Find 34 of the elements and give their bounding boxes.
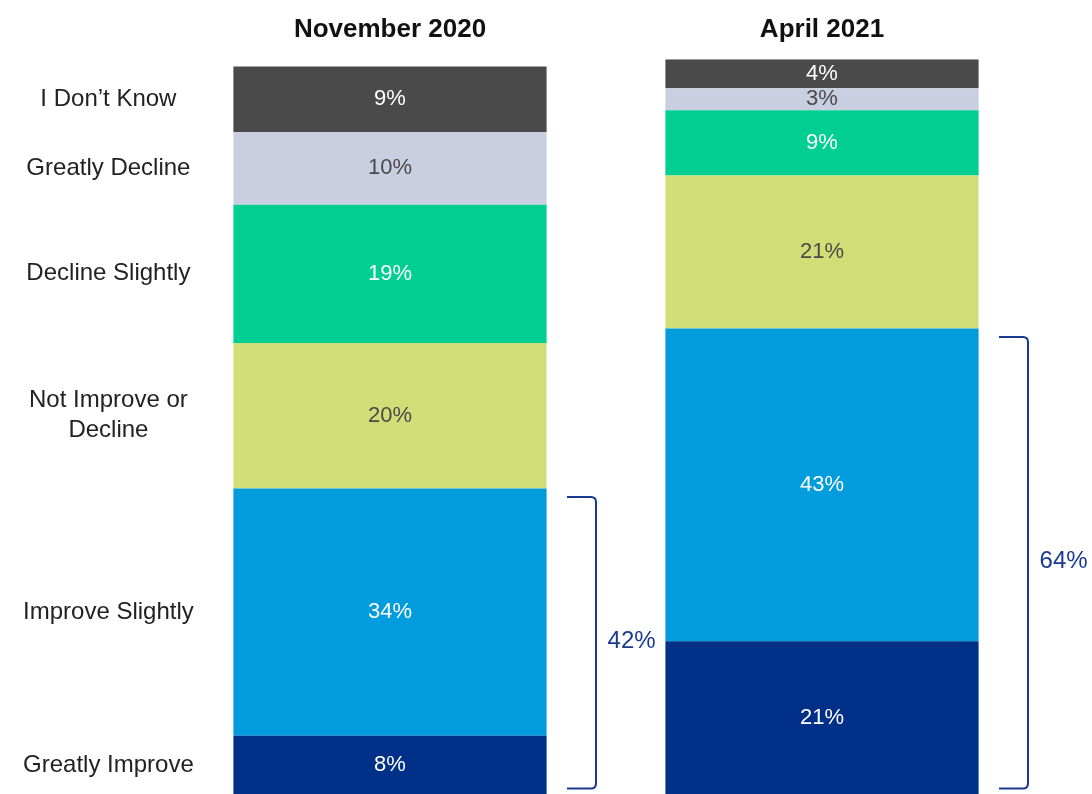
data-label: 3% xyxy=(806,85,838,111)
data-label: 21% xyxy=(799,703,845,729)
bar xyxy=(233,735,547,794)
data-label: 19% xyxy=(367,259,413,285)
data-label: 9% xyxy=(806,128,838,154)
bar xyxy=(665,88,979,111)
series-label: Greatly Improve xyxy=(23,749,194,777)
series-label: Not Improve or Decline xyxy=(29,385,188,443)
bar xyxy=(233,204,547,343)
series-label: Improve Slightly xyxy=(23,596,194,624)
bar xyxy=(233,342,547,489)
bar xyxy=(665,110,979,176)
series-label: Decline Slightly xyxy=(26,258,191,286)
data-label: 34% xyxy=(367,598,413,624)
bar xyxy=(665,175,979,329)
data-label: 43% xyxy=(799,470,845,496)
bar xyxy=(665,59,979,89)
bar xyxy=(665,328,979,642)
bar xyxy=(665,641,979,794)
data-label: 8% xyxy=(374,750,406,776)
data-label: 9% xyxy=(374,85,406,111)
bar xyxy=(233,488,547,736)
data-label: 20% xyxy=(367,401,413,427)
annotation: 42% xyxy=(607,625,656,653)
text: I Don’t Know xyxy=(40,83,178,111)
bar xyxy=(233,131,547,205)
series-label: Greatly Decline xyxy=(26,152,191,180)
data-label: 21% xyxy=(799,238,845,264)
data-label: 4% xyxy=(806,59,838,85)
text: 64% xyxy=(1039,545,1088,573)
x-tick-label: November 2020 xyxy=(293,12,487,43)
bar xyxy=(233,66,547,132)
x-tick-label: April 2021 xyxy=(759,12,885,43)
data-label: 10% xyxy=(367,154,413,180)
